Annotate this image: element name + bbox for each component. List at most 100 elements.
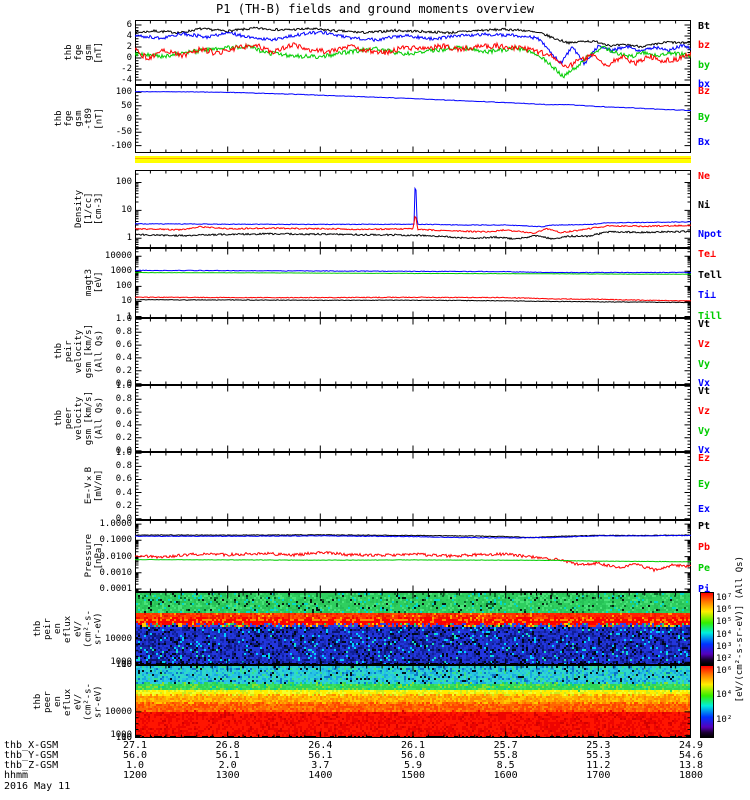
series-bx xyxy=(135,30,691,67)
ytick-label: 1000 xyxy=(110,657,132,668)
legend-Bx: Bx xyxy=(698,137,711,149)
legend-bz: bz xyxy=(698,40,711,52)
xaxis-value: 26.8 xyxy=(215,740,240,751)
spec-peir-canvas xyxy=(136,593,690,664)
xaxis-value: 13.8 xyxy=(678,760,704,771)
legend-Vz: Vz xyxy=(698,405,711,417)
xaxis-value: 1.0 xyxy=(125,760,145,771)
xaxis-value: 1500 xyxy=(400,770,426,781)
density-axes xyxy=(135,170,691,248)
ytick-label: 1.0 xyxy=(115,381,132,392)
ytick-label: 100 xyxy=(115,659,132,670)
legend-Npot: Npot xyxy=(698,229,723,240)
xaxis-value: 1300 xyxy=(215,770,240,781)
fge-gsm-axes xyxy=(135,20,691,85)
panel-roi-flag xyxy=(0,156,750,163)
series-Ti-perp xyxy=(135,269,691,274)
ytick-label: 0.6 xyxy=(115,407,132,418)
vel-peer-axes xyxy=(135,385,691,452)
ytick-label: 0.4 xyxy=(115,419,132,430)
panel-fge-gsm: thb fge gsm [nT] 6 4 2 0 -2 -4 Bt bz by bx xyxy=(0,20,750,89)
ytick-label: 1 xyxy=(126,233,132,244)
ytick-label: 2 xyxy=(126,41,132,52)
legend-Te⊥: Te⊥ xyxy=(698,249,717,260)
ytick-label: 0.0010 xyxy=(99,567,132,578)
legend-Pt: Pt xyxy=(698,521,711,532)
ytick-label: 0.0001 xyxy=(99,583,132,594)
legend-Ti⊥: Ti⊥ xyxy=(698,290,717,301)
legend-Bt: Bt xyxy=(698,21,711,32)
colorbar-tick-label: 10⁶ xyxy=(716,666,733,677)
xaxis-value: 27.1 xyxy=(122,740,148,751)
ytick-label: 0 xyxy=(126,53,132,63)
ytick-label: 10 xyxy=(121,296,132,307)
plot-title: P1 (TH-B) fields and ground moments over… xyxy=(216,2,534,16)
ytick-label: 0.0 xyxy=(115,378,132,389)
xaxis-value: 26.4 xyxy=(308,740,333,751)
ytick-label: 0.8 xyxy=(115,461,132,472)
panel-magt3: magt3 [eV] 10000 1000 100 10 1 Te⊥ Tell Ti⊥ Till xyxy=(0,248,750,321)
ytick-label: 1.0000 xyxy=(99,519,132,530)
legend-Ni: Ni xyxy=(698,200,711,211)
ytick-label: 0.1000 xyxy=(99,535,132,546)
ytick-label: 0.8 xyxy=(115,327,132,338)
ytick-label: 10 xyxy=(121,732,132,743)
ytick-label: 10000 xyxy=(104,633,132,644)
legend-Pe: Pe xyxy=(698,563,711,574)
ytick-label: 0.6 xyxy=(115,340,132,351)
panel-density: Density [1/cc] [cm-3] 100 10 1 Ne Ni Npot xyxy=(0,170,750,248)
ytick-label: 0.6 xyxy=(115,474,132,485)
colorbar-tick-label: 10⁵ xyxy=(716,617,733,628)
legend-Vt: Vt xyxy=(698,386,711,397)
series-Ti-par xyxy=(135,271,691,275)
ytick-label: 1 xyxy=(126,311,132,322)
ytick-label: 0.8 xyxy=(115,394,132,405)
colorbar-tick-label: 10² xyxy=(716,714,733,725)
panel-pressure: Pressure [nPa] 1.0000 0.1000 0.0100 0.0010 0.… xyxy=(0,519,750,595)
legend-Pi: Pi xyxy=(698,584,711,595)
panel-vel-peer: thb peer velocity gsm [km/s] (All Qs) 1.0… xyxy=(0,381,750,456)
series-Bt xyxy=(135,26,691,49)
series-Pe xyxy=(135,558,691,563)
legend-Ex: Ex xyxy=(698,504,711,516)
series-Pb xyxy=(135,550,691,573)
series-Npot xyxy=(135,186,691,228)
legend-Vz: Vz xyxy=(698,338,711,350)
xaxis-value: 26.1 xyxy=(400,740,426,751)
legend-Bz: Bz xyxy=(698,86,711,97)
ytick-label: 0.2 xyxy=(115,432,132,443)
magt3-axes xyxy=(135,248,691,318)
ytick-label: 0 xyxy=(126,114,132,124)
ytick-label: -2 xyxy=(121,64,132,75)
ytick-label: 10 xyxy=(121,659,132,670)
spec-peer-canvas xyxy=(136,666,690,737)
colorbar-tick-label: 10² xyxy=(716,653,733,664)
xaxis-value: 2.0 xyxy=(218,760,237,771)
ytick-label: -50 xyxy=(115,127,132,138)
legend-Pb: Pb xyxy=(698,542,711,553)
ytick-label: 10000 xyxy=(104,706,132,717)
ytick-label: 1.0 xyxy=(115,448,132,459)
panel-vel-peir: thb peir velocity gsm [km/s] (All Qs) 1.0… xyxy=(0,315,750,389)
xaxis-value: 24.9 xyxy=(678,740,704,751)
xaxis-value: 54.6 xyxy=(678,750,704,761)
legend-by: by xyxy=(698,59,711,71)
legend-Tell: Tell xyxy=(698,269,723,281)
spec-peer-colorbar xyxy=(700,665,714,738)
efield-axes xyxy=(135,452,691,520)
colorbar-tick-label: 10⁴ xyxy=(716,690,733,701)
panel-fge-gsm-t89: thb fge gsm -t89 [nT] 100 50 0 -50 -100 Bz By Bx xyxy=(0,85,750,153)
legend-Vt: Vt xyxy=(698,319,711,330)
series-Pi xyxy=(135,534,691,539)
ytick-label: 100 xyxy=(115,281,132,292)
ytick-label: 100 xyxy=(115,87,132,98)
series-bz xyxy=(135,41,691,69)
panel-efield: E=-V×B [mV/m] 1.0 0.8 0.6 0.4 0.2 0.0 Ez Ey Ex xyxy=(0,448,750,523)
colorbar-tick-label: 10³ xyxy=(716,641,733,652)
xaxis-value: 56.0 xyxy=(400,750,426,761)
xaxis-value: 8.5 xyxy=(496,760,515,771)
ytick-label: 0.4 xyxy=(115,352,132,363)
ytick-label: 100 xyxy=(115,732,132,743)
date-label: 2016 May 11 xyxy=(4,781,71,792)
